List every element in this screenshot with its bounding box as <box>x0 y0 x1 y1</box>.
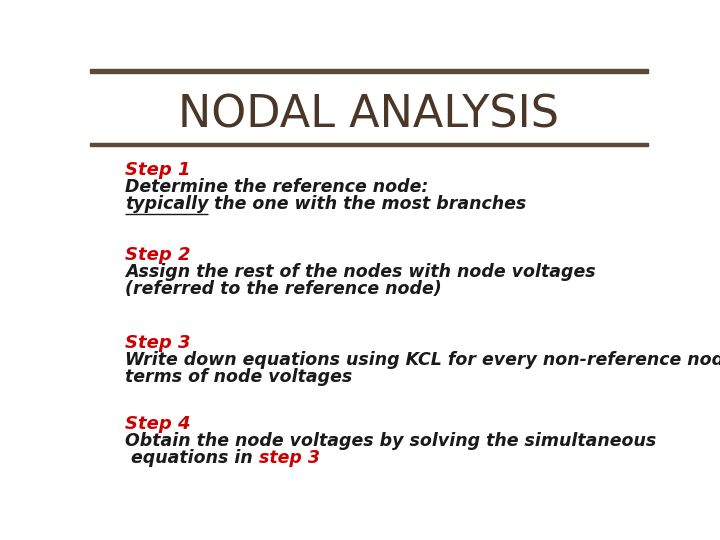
Text: Step 4: Step 4 <box>125 415 190 433</box>
Bar <box>90 69 648 72</box>
Bar <box>90 143 648 146</box>
Text: equations in: equations in <box>125 449 258 467</box>
Text: (referred to the reference node): (referred to the reference node) <box>125 280 441 298</box>
Text: Assign the rest of the nodes with node voltages: Assign the rest of the nodes with node v… <box>125 262 595 281</box>
Text: NODAL ANALYSIS: NODAL ANALYSIS <box>179 93 559 137</box>
Text: Step 3: Step 3 <box>125 334 190 352</box>
Text: Obtain the node voltages by solving the simultaneous: Obtain the node voltages by solving the … <box>125 432 656 450</box>
Text: Determine the reference node:: Determine the reference node: <box>125 178 428 196</box>
Text: Write down equations using KCL for every non-reference node in: Write down equations using KCL for every… <box>125 351 720 369</box>
Text: typically: typically <box>125 195 208 213</box>
Text: Step 2: Step 2 <box>125 246 190 264</box>
Text: terms of node voltages: terms of node voltages <box>125 368 352 386</box>
Text: Step 1: Step 1 <box>125 161 190 179</box>
Text: the one with the most branches: the one with the most branches <box>208 195 526 213</box>
Text: step 3: step 3 <box>258 449 320 467</box>
